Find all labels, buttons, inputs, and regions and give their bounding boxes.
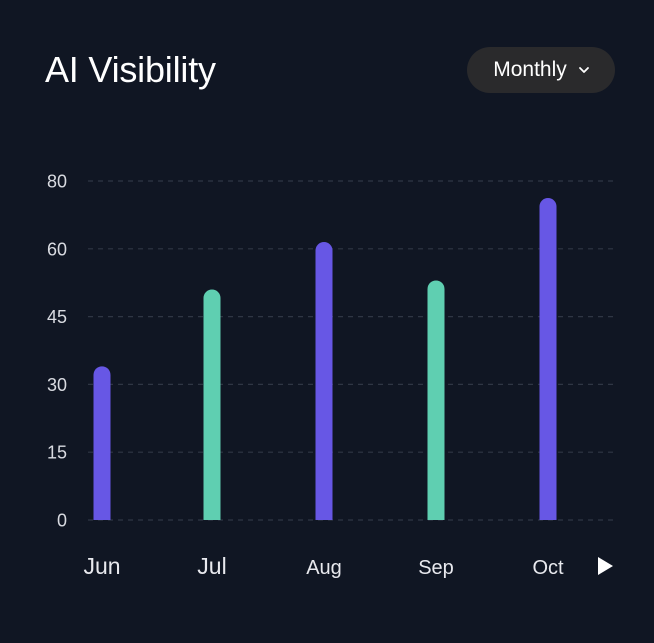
chevron-down-icon <box>578 67 589 73</box>
bar-oct[interactable] <box>539 197 557 520</box>
bar-jun[interactable] <box>93 366 111 520</box>
bar-sep[interactable] <box>427 280 445 520</box>
y-tick-label: 30 <box>47 375 67 395</box>
y-tick-label: 45 <box>47 307 67 327</box>
x-tick-label: Jun <box>83 553 120 579</box>
period-dropdown[interactable]: Monthly <box>467 47 615 93</box>
bar-aug[interactable] <box>315 242 333 520</box>
next-period-button[interactable] <box>590 552 620 580</box>
x-tick-label: Oct <box>532 557 564 579</box>
play-icon <box>598 557 613 575</box>
y-tick-label: 15 <box>47 443 67 463</box>
x-tick-label: Jul <box>197 553 226 579</box>
period-dropdown-label: Monthly <box>493 58 567 81</box>
bar-jul[interactable] <box>203 289 221 520</box>
y-tick-label: 80 <box>47 172 67 192</box>
x-tick-label: Aug <box>306 557 342 579</box>
y-tick-label: 0 <box>57 511 67 531</box>
x-tick-label: Sep <box>418 557 454 579</box>
chart-title: AI Visibility <box>45 49 216 90</box>
y-tick-label: 60 <box>47 239 67 259</box>
